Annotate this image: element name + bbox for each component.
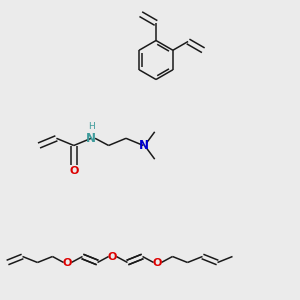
Text: O: O <box>63 257 72 268</box>
Text: N: N <box>138 139 148 152</box>
Text: O: O <box>153 257 162 268</box>
Text: O: O <box>69 166 79 176</box>
Text: H: H <box>88 122 94 131</box>
Text: O: O <box>108 251 117 262</box>
Text: N: N <box>86 132 96 145</box>
